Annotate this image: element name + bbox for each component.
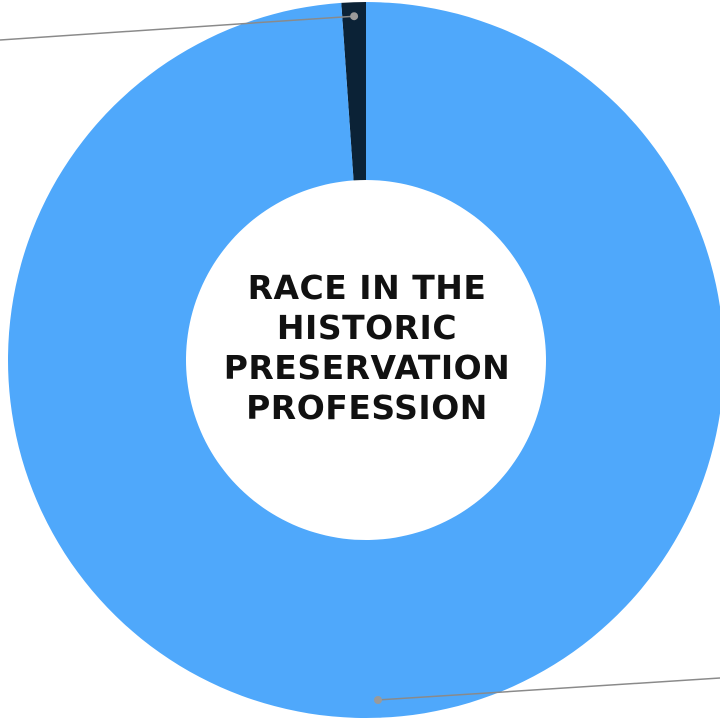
- leader-dot-1: [350, 12, 359, 21]
- leader-line-2: [377, 677, 720, 701]
- title-line-2: HISTORIC: [276, 308, 458, 347]
- chart-center-title: RACE IN THE HISTORIC PRESERVATION PROFES…: [217, 268, 517, 428]
- slice-2: [8, 2, 720, 718]
- slices-group: [8, 2, 720, 718]
- leader-dot-2: [374, 696, 382, 704]
- title-line-4: PROFESSION: [246, 388, 488, 427]
- leader-lines-group: [0, 12, 720, 704]
- title-line-1: RACE IN THE: [247, 268, 487, 307]
- title-line-3: PRESERVATION: [223, 348, 511, 387]
- slice-1: [341, 2, 366, 181]
- leader-line-1: [0, 15, 355, 41]
